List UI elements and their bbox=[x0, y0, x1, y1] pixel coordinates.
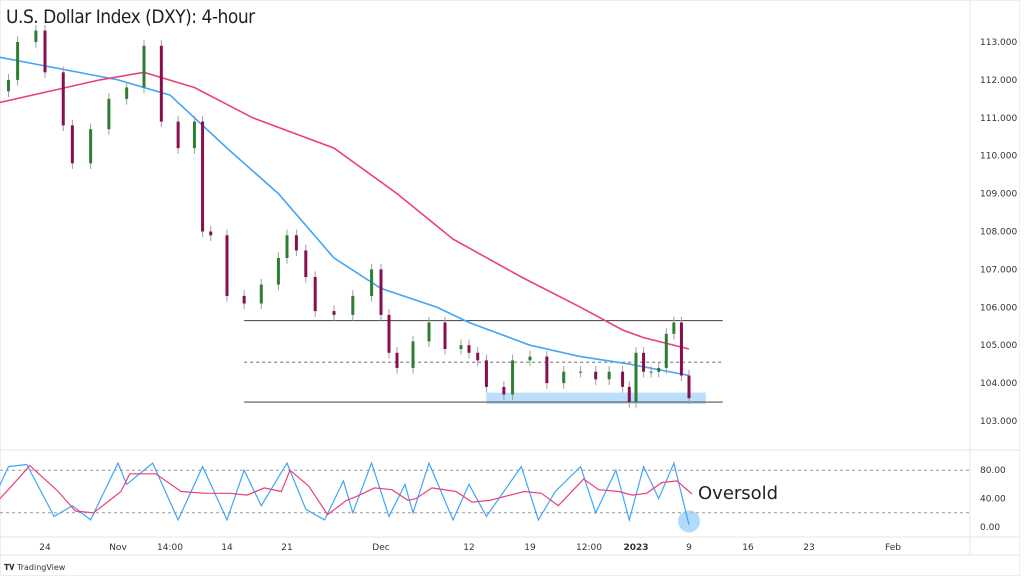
candle bbox=[70, 125, 74, 164]
candle bbox=[7, 79, 10, 92]
candle bbox=[395, 352, 399, 368]
candle bbox=[16, 42, 20, 80]
candle bbox=[443, 322, 447, 349]
candle bbox=[43, 30, 47, 73]
price-tick-label: 112.000 bbox=[980, 76, 1017, 86]
candle bbox=[176, 121, 180, 149]
time-tick-label: 19 bbox=[524, 543, 536, 553]
brand-label: TradingView bbox=[17, 563, 66, 572]
candle bbox=[125, 87, 129, 99]
candle bbox=[484, 360, 488, 387]
candle bbox=[313, 276, 317, 312]
price-tick-label: 108.000 bbox=[980, 228, 1017, 238]
price-tick-label: 111.000 bbox=[980, 114, 1017, 124]
candle bbox=[594, 371, 598, 380]
candle bbox=[259, 284, 263, 304]
candle bbox=[276, 258, 280, 285]
time-tick-label: 12:00 bbox=[576, 543, 602, 553]
candle bbox=[192, 121, 196, 149]
stoch-d-line bbox=[0, 464, 693, 516]
time-tick-label: 16 bbox=[742, 543, 754, 553]
candle bbox=[627, 386, 631, 403]
candle bbox=[379, 269, 383, 315]
candle bbox=[411, 341, 415, 368]
candle bbox=[634, 352, 638, 403]
candle bbox=[387, 314, 391, 353]
candle bbox=[528, 356, 532, 361]
candle bbox=[61, 72, 65, 126]
support-zone bbox=[486, 392, 706, 404]
price-tick-label: 105.000 bbox=[980, 341, 1017, 351]
time-tick-label: 14:00 bbox=[157, 543, 183, 553]
candle bbox=[159, 45, 163, 122]
time-tick-label: 23 bbox=[803, 543, 814, 553]
candle bbox=[476, 352, 480, 361]
stoch-tick-label: 0.00 bbox=[980, 523, 1000, 533]
candle bbox=[332, 311, 336, 315]
candle bbox=[467, 345, 471, 353]
stoch-k-line bbox=[0, 461, 690, 526]
candle bbox=[672, 322, 676, 334]
candle bbox=[502, 386, 506, 395]
candle bbox=[664, 333, 668, 368]
time-tick-label: 21 bbox=[281, 543, 292, 553]
oversold-annotation: Oversold bbox=[698, 483, 779, 504]
candle bbox=[304, 250, 308, 277]
price-tick-label: 104.000 bbox=[980, 379, 1017, 389]
time-tick-label: 14 bbox=[221, 543, 233, 553]
candle bbox=[351, 295, 355, 315]
candle bbox=[142, 45, 146, 88]
candle bbox=[427, 322, 431, 342]
candle bbox=[107, 98, 111, 130]
candle bbox=[545, 356, 549, 384]
price-tick-label: 103.000 bbox=[980, 417, 1017, 427]
candle bbox=[642, 352, 646, 372]
tradingview-logo: 𝐓𝐕 TradingView bbox=[4, 563, 66, 572]
price-tick-label: 107.000 bbox=[980, 265, 1017, 275]
price-tick-label: 109.000 bbox=[980, 190, 1017, 200]
candle bbox=[607, 371, 611, 380]
price-tick-label: 110.000 bbox=[980, 152, 1017, 162]
price-tick-label: 113.000 bbox=[980, 38, 1017, 48]
candle bbox=[649, 371, 653, 373]
oversold-highlight bbox=[678, 510, 700, 533]
time-tick-label: 2023 bbox=[623, 543, 648, 553]
time-tick-label: Nov bbox=[109, 543, 127, 553]
candle bbox=[579, 371, 583, 373]
candle bbox=[511, 360, 515, 395]
candle bbox=[225, 235, 229, 296]
time-tick-label: Feb bbox=[885, 543, 901, 553]
stoch-tick-label: 40.00 bbox=[980, 495, 1006, 505]
time-tick-label: 12 bbox=[463, 543, 474, 553]
candle bbox=[285, 235, 289, 259]
chart-title: U.S. Dollar Index (DXY): 4-hour bbox=[6, 6, 255, 28]
candle bbox=[687, 375, 691, 399]
candle bbox=[370, 269, 374, 296]
candle bbox=[657, 367, 661, 372]
moving-average-slow bbox=[0, 71, 690, 350]
time-tick-label: Dec bbox=[372, 543, 389, 553]
candle bbox=[242, 295, 246, 304]
candle bbox=[201, 121, 205, 232]
candle bbox=[89, 129, 93, 164]
candle bbox=[621, 371, 625, 387]
candle bbox=[679, 322, 683, 376]
candle bbox=[459, 345, 463, 349]
stoch-tick-label: 80.00 bbox=[980, 466, 1006, 476]
candle bbox=[294, 235, 298, 251]
price-tick-label: 106.000 bbox=[980, 303, 1017, 313]
candle bbox=[34, 30, 38, 42]
time-tick-label: 9 bbox=[686, 543, 692, 553]
candle bbox=[562, 371, 566, 384]
time-tick-label: 24 bbox=[39, 543, 51, 553]
candle bbox=[209, 231, 213, 236]
moving-average-fast bbox=[0, 56, 690, 377]
